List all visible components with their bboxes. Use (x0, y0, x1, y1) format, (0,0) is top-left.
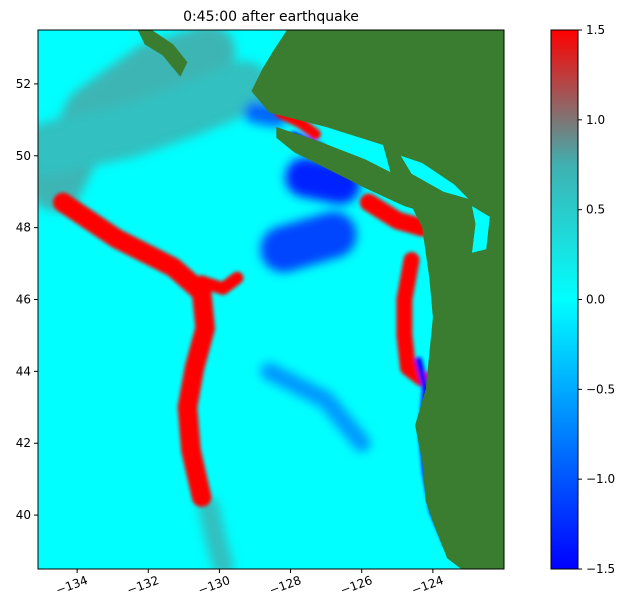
map-area (38, 30, 504, 569)
colorbar-tick-label: 0.0 (586, 293, 605, 307)
colorbar-tick-label: −1.0 (586, 472, 615, 486)
inland-water-2 (472, 206, 490, 253)
x-tick-label: −130 (196, 573, 232, 597)
wave-band-15 (260, 362, 371, 453)
colorbar-tick-label: −1.5 (586, 562, 615, 576)
colorbar-tick-label: 1.5 (586, 23, 605, 37)
y-tick-label: 40 (16, 508, 31, 522)
x-axis: −134 −132 −130 −128 −126 −124 (54, 569, 445, 597)
y-tick-label: 46 (16, 293, 31, 307)
y-tick-label: 42 (16, 436, 31, 450)
wave-band-9 (285, 157, 360, 205)
y-tick-label: 48 (16, 221, 31, 235)
colorbar-tick-label: 1.0 (586, 113, 605, 127)
chart-title: 0:45:00 after earthquake (183, 9, 359, 25)
wave-band-11 (244, 101, 287, 127)
wave-band-2 (38, 60, 271, 176)
land-2 (137, 30, 188, 77)
inland-water-1 (400, 155, 469, 199)
land-layer (137, 30, 504, 569)
wave-band-5 (396, 252, 431, 387)
wave-band-6 (359, 193, 432, 237)
colorbar: 1.5 1.0 0.5 0.0 −0.5 −1.0 −1.5 (550, 23, 615, 576)
x-tick-label: −132 (125, 573, 161, 597)
wave-band-3 (53, 192, 215, 507)
x-tick-label: −126 (338, 573, 374, 597)
y-tick-label: 44 (16, 364, 31, 378)
wave-band-4 (195, 271, 244, 295)
colorbar-ticks: 1.5 1.0 0.5 0.0 −0.5 −1.0 −1.5 (578, 23, 615, 576)
colorbar-gradient (550, 29, 579, 570)
x-tick-label: −134 (54, 573, 90, 597)
colorbar-tick-label: 0.5 (586, 203, 605, 217)
wave-band-10 (260, 211, 357, 273)
x-tick-label: −128 (267, 573, 303, 597)
wave-band-8 (198, 497, 234, 569)
x-tick-label: −124 (410, 573, 446, 597)
y-axis: 40 42 44 46 48 50 52 (16, 77, 38, 522)
land-3 (276, 127, 455, 217)
y-tick-label: 52 (16, 77, 31, 91)
land-1 (251, 30, 504, 569)
y-tick-label: 50 (16, 149, 31, 163)
colorbar-tick-label: −0.5 (586, 382, 615, 396)
